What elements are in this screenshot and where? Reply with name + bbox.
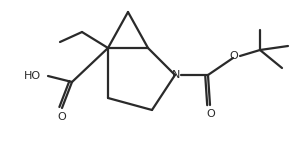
Text: O: O bbox=[58, 112, 67, 122]
Text: N: N bbox=[172, 70, 180, 80]
Text: HO: HO bbox=[23, 71, 41, 81]
Text: O: O bbox=[230, 51, 238, 61]
Text: O: O bbox=[207, 109, 215, 119]
